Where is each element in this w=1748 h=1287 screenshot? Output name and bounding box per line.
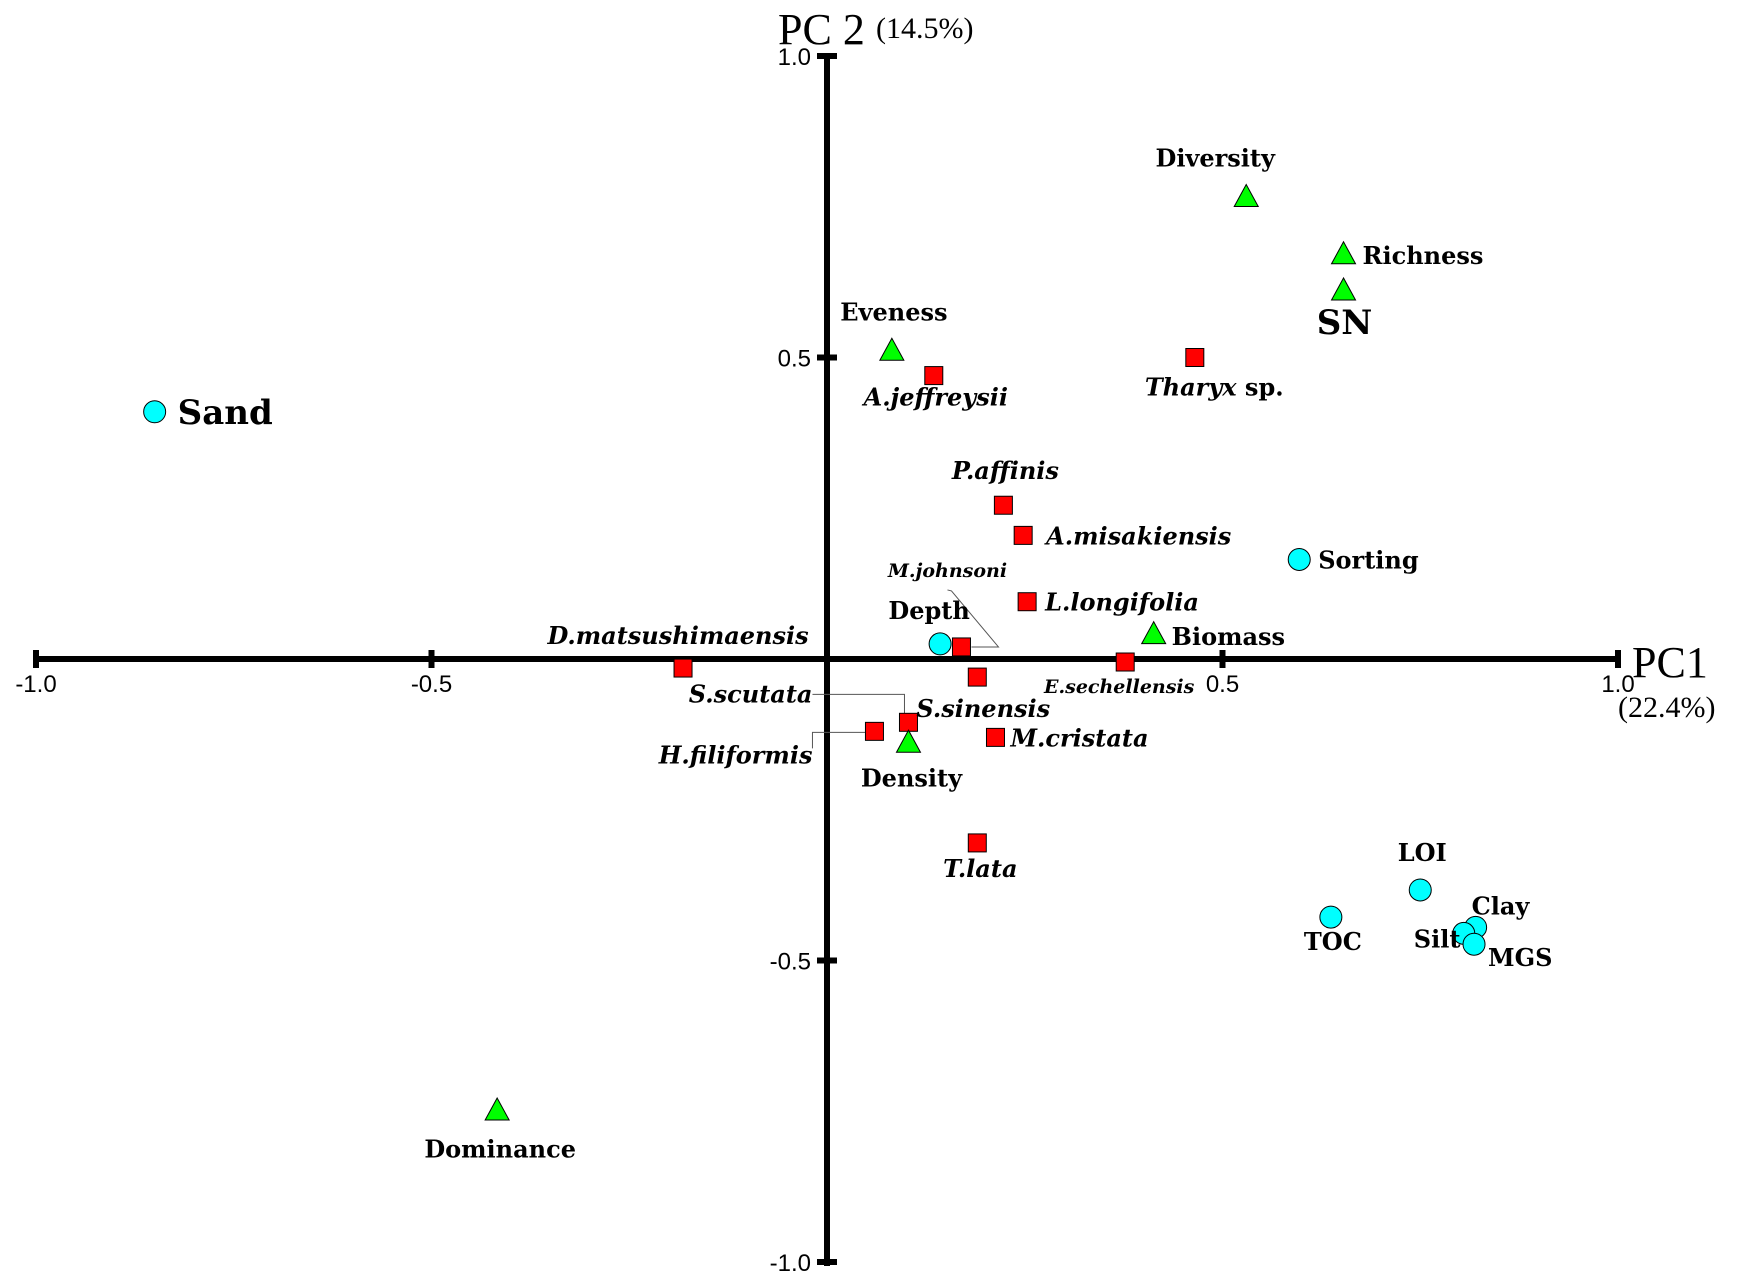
leader-m-johnsoni (947, 589, 1000, 648)
x-axis-percent: (22.4%) (1618, 691, 1715, 724)
y-axis-title: PC 2 (778, 5, 865, 54)
point-p-affinis (993, 495, 1013, 515)
point-sorting (1287, 548, 1311, 572)
point-e-sechellensis (1115, 652, 1135, 672)
label-e-sechellensis: E.sechellensis (1043, 676, 1195, 698)
label-sn: SN (1317, 303, 1373, 343)
point-d-matsushimaensis (673, 658, 693, 678)
label-p-affinis: P.affinis (951, 456, 1060, 485)
point-a-misakiensis (1013, 525, 1033, 545)
point-depth (928, 632, 952, 656)
axes: PC1 (22.4%) PC 2 (14.5%) (36, 5, 1715, 1266)
point-s-sinensis (967, 667, 987, 687)
label-sand: Sand (178, 393, 273, 433)
point-m-johnsoni (951, 637, 971, 657)
point-t-lata (967, 833, 987, 853)
point-m-cristata (985, 727, 1005, 747)
label-silt: Silt (1414, 924, 1461, 953)
leader-h-filiformis (811, 731, 867, 749)
label-t-lata: T.lata (943, 854, 1017, 883)
point-mgs (1462, 932, 1486, 956)
label-tharyx: Tharyx sp. (1145, 373, 1284, 402)
label-tharyx-name: Tharyx (1145, 373, 1237, 402)
label-d-matsushimaensis: D.matsushimaensis (546, 621, 809, 650)
label-a-jeffreysii: A.jeffreysii (862, 383, 1008, 412)
point-sand (143, 400, 167, 424)
point-loi (1408, 878, 1432, 902)
y-tick-label: 0.5 (778, 346, 811, 373)
label-h-filiformis: H.filiformis (658, 740, 813, 769)
label-clay: Clay (1472, 891, 1531, 920)
label-dominance: Dominance (424, 1134, 576, 1163)
axis-ticks: -1.0 -0.5 0.5 1.0 1.0 0.5 -0.5 -1.0 (15, 44, 1634, 1277)
point-labels: A.jeffreysii Tharyx sp. P.affinis A.misakie… (178, 144, 1553, 1164)
point-dominance (484, 1097, 510, 1121)
label-s-sinensis: S.sinensis (916, 694, 1050, 723)
label-l-longifolia: L.longifolia (1044, 588, 1199, 617)
x-tick-label: 0.5 (1206, 671, 1239, 698)
y-axis-percent: (14.5%) (876, 12, 973, 45)
x-tick-label: -0.5 (411, 671, 452, 698)
label-richness: Richness (1363, 241, 1484, 270)
y-tick-label: -1.0 (770, 1250, 811, 1277)
point-l-longifolia (1017, 592, 1037, 612)
label-density: Density (861, 763, 963, 792)
point-h-filiformis (864, 721, 884, 741)
y-tick-label: -0.5 (770, 949, 811, 976)
point-density (895, 729, 922, 753)
point-a-jeffreysii (924, 366, 944, 386)
point-eveness (879, 337, 905, 361)
label-m-cristata: M.cristata (1009, 723, 1148, 752)
data-points (143, 183, 1488, 1121)
x-tick-label: 1.0 (1601, 671, 1634, 698)
label-a-misakiensis: A.misakiensis (1044, 521, 1232, 550)
label-eveness: Eveness (840, 297, 947, 326)
point-richness (1330, 240, 1357, 265)
point-diversity (1233, 183, 1260, 208)
label-mgs: MGS (1488, 943, 1552, 972)
label-m-johnsoni: M.johnsoni (887, 560, 1007, 582)
label-depth: Depth (888, 596, 969, 625)
label-loi: LOI (1398, 838, 1447, 867)
point-tharyx (1185, 348, 1205, 367)
x-tick-label: -1.0 (15, 671, 56, 698)
label-diversity: Diversity (1156, 144, 1277, 173)
label-sorting: Sorting (1318, 546, 1419, 575)
point-s-scutata (898, 712, 918, 732)
label-toc: TOC (1304, 927, 1362, 956)
x-axis-title: PC1 (1632, 638, 1708, 687)
point-sn (1330, 276, 1357, 301)
label-s-scutata: S.scutata (689, 679, 813, 708)
point-biomass (1140, 620, 1167, 645)
label-biomass: Biomass (1172, 622, 1285, 651)
label-tharyx-suffix: sp. (1237, 373, 1284, 402)
point-toc (1319, 905, 1343, 929)
y-tick-label: 1.0 (778, 44, 811, 71)
